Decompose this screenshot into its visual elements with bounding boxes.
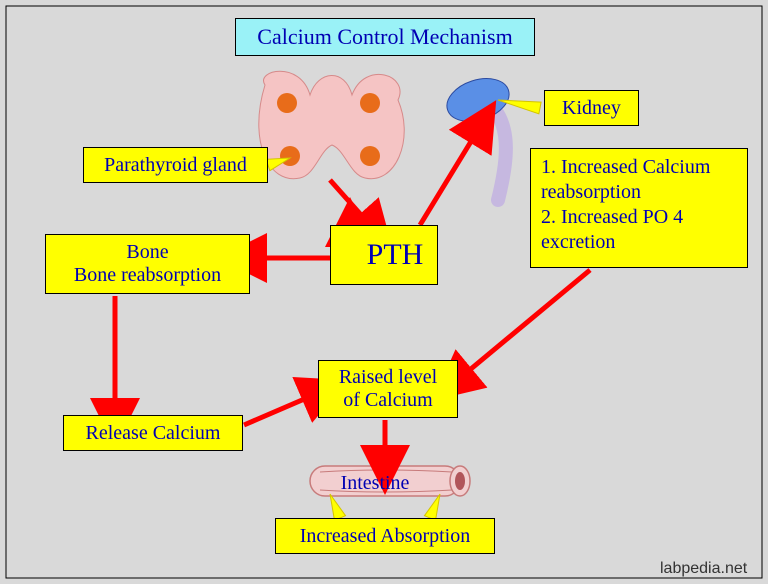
parathyroid-label-text: Parathyroid gland bbox=[104, 154, 247, 177]
effects-label-box: 1. Increased Calcium reabsorption 2. Inc… bbox=[530, 148, 748, 268]
bone-text: Bone Bone reabsorption bbox=[74, 241, 221, 287]
effects-label-text: 1. Increased Calcium reabsorption 2. Inc… bbox=[541, 155, 710, 255]
raised-calcium-box: Raised level of Calcium bbox=[318, 360, 458, 418]
absorption-box: Increased Absorption bbox=[275, 518, 495, 554]
release-calcium-text: Release Calcium bbox=[86, 422, 221, 445]
title-box: Calcium Control Mechanism bbox=[235, 18, 535, 56]
absorption-text: Increased Absorption bbox=[300, 525, 471, 548]
intestine-label: Intestine bbox=[325, 470, 425, 496]
watermark-text: labpedia.net bbox=[660, 560, 747, 577]
bone-box: Bone Bone reabsorption bbox=[45, 234, 250, 294]
diagram-canvas: Calcium Control Mechanism Parathyroid gl… bbox=[0, 0, 768, 584]
pth-text: PTH bbox=[367, 238, 424, 273]
watermark: labpedia.net bbox=[660, 560, 747, 578]
parathyroid-label-box: Parathyroid gland bbox=[83, 147, 268, 183]
intestine-label-text: Intestine bbox=[341, 472, 410, 495]
kidney-label-text: Kidney bbox=[562, 97, 621, 120]
release-calcium-box: Release Calcium bbox=[63, 415, 243, 451]
title-text: Calcium Control Mechanism bbox=[257, 24, 512, 49]
pth-box: PTH bbox=[330, 225, 438, 285]
kidney-label-box: Kidney bbox=[544, 90, 639, 126]
raised-calcium-text: Raised level of Calcium bbox=[339, 366, 437, 412]
